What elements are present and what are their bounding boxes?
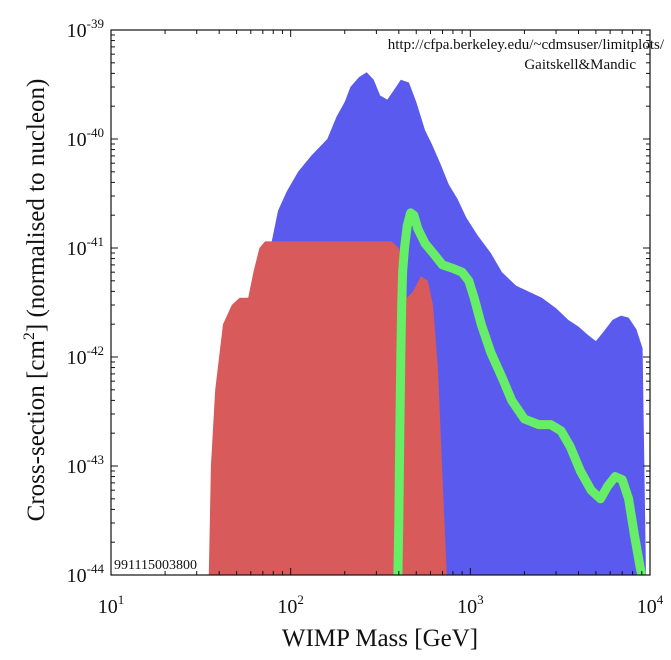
y-tick-label-3: 10-41 [67,234,104,260]
x-tick-exp-0: 1 [118,592,125,607]
y-axis-title: Cross-section [cm2] (normalised to nucle… [21,79,50,522]
y-axis-title-superscript: 2 [21,332,38,340]
x-tick-base-0: 10 [98,596,118,618]
x-tick-exp-3: 4 [657,592,664,607]
x-tick-label-0: 101 [98,592,125,618]
x-tick-label-3: 104 [637,592,664,618]
x-tick-exp-2: 3 [477,592,484,607]
axes: 101 102 103 10410-4410-4310-4210-4110-4010-… [67,16,664,618]
plot-area [208,72,647,575]
y-tick-exp-5: -39 [87,16,104,31]
y-axis-title-part1: Cross-section [cm [23,340,50,522]
series-line-2 [393,208,647,575]
y-tick-label-1: 10-43 [67,452,104,478]
y-tick-label-4: 10-40 [67,125,104,151]
y-tick-exp-4: -40 [87,125,104,140]
y-axis-title-part2: ] (normalised to nucleon) [23,79,50,332]
y-tick-label-0: 10-44 [67,561,105,587]
y-tick-exp-0: -44 [87,561,105,576]
y-tick-base-3: 10 [67,238,87,260]
credit-url: http://cfpa.berkeley.edu/~cdmsuser/limit… [388,37,665,53]
y-tick-exp-2: -42 [87,343,104,358]
x-tick-base-3: 10 [637,596,657,618]
x-tick-label-1: 102 [277,592,304,618]
series-region-1 [208,241,447,575]
credit-authors: Gaitskell&Mandic [524,57,636,73]
y-tick-base-1: 10 [67,456,87,478]
plot-frame [110,29,651,576]
y-tick-exp-3: -41 [87,234,104,249]
y-tick-exp-1: -43 [87,452,104,467]
y-tick-label-5: 10-39 [67,16,104,42]
x-tick-base-2: 10 [457,596,477,618]
x-axis-title: WIMP Mass [GeV] [282,625,478,652]
x-tick-label-2: 103 [457,592,484,618]
y-tick-base-0: 10 [67,565,87,587]
y-tick-base-5: 10 [67,20,87,42]
y-tick-base-2: 10 [67,347,87,369]
y-tick-label-2: 10-42 [67,343,104,369]
y-tick-base-4: 10 [67,129,87,151]
plot-id: 991115003800 [114,558,197,573]
x-tick-exp-1: 2 [297,592,304,607]
x-tick-base-1: 10 [277,596,297,618]
